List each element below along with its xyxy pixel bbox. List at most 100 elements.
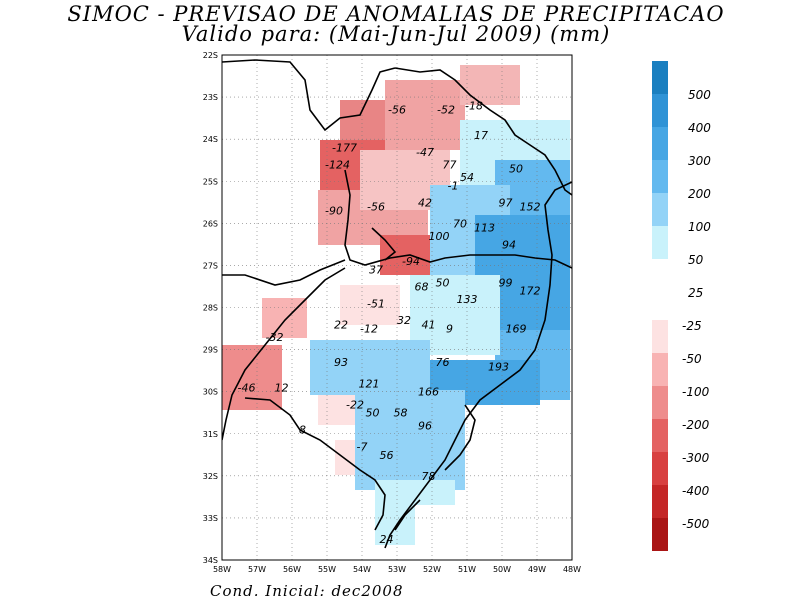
map-title: SIMOC - PREVISAO DE ANOMALIAS DE PRECIPI…	[67, 2, 725, 26]
colorbar-negative: -25 -50 -100 -200 -300 -400 -500	[652, 319, 710, 551]
colorbar-swatch	[652, 386, 668, 419]
border-line	[222, 59, 396, 132]
colorbar-label: 400	[688, 121, 711, 135]
anomaly-value-label: -124	[325, 158, 350, 171]
lat-label: 22S	[203, 51, 218, 60]
lat-label: 23S	[203, 93, 218, 102]
anomaly-value-label: 133	[457, 293, 478, 306]
anomaly-value-label: 12	[275, 381, 289, 394]
anomaly-value-label: 58	[394, 407, 408, 420]
lon-label: 58W	[213, 565, 231, 574]
colorbar-label: 300	[688, 154, 711, 168]
colorbar-label: 25	[688, 286, 703, 300]
lon-label: 55W	[318, 565, 336, 574]
anomaly-value-label: 17	[474, 129, 488, 142]
anomaly-value-label: -46	[238, 381, 256, 394]
colorbar-label: -500	[682, 517, 710, 531]
lat-label: 30S	[203, 388, 218, 397]
colorbar-swatch	[652, 226, 668, 259]
lon-label: 56W	[283, 565, 301, 574]
lon-label: 48W	[563, 565, 581, 574]
anomaly-value-label: 68	[415, 280, 429, 293]
state-border-sp	[394, 67, 572, 196]
lon-label: 57W	[248, 565, 266, 574]
anomaly-value-label: 94	[502, 238, 516, 251]
coastline	[384, 181, 572, 549]
lat-label: 29S	[203, 346, 218, 355]
anomaly-value-label: 42	[418, 196, 432, 209]
colorbar-swatch	[652, 127, 668, 160]
neg-patch	[460, 65, 520, 105]
lon-label: 51W	[458, 565, 476, 574]
border-line	[222, 259, 346, 286]
lat-label: 31S	[203, 430, 218, 439]
anomaly-value-label: -22	[346, 398, 364, 411]
lat-label: 25S	[203, 177, 218, 186]
anomaly-value-label: 100	[429, 230, 450, 243]
anomaly-value-label: -56	[388, 104, 406, 117]
colorbar-positive: 500 400 300 200 100 50 25	[652, 61, 711, 300]
pos-patch	[375, 500, 415, 545]
pos-patch	[355, 390, 465, 490]
colorbar-swatch	[652, 518, 668, 551]
anomaly-value-label: -52	[437, 104, 455, 117]
anomaly-value-label: 32	[397, 314, 411, 327]
anomaly-value-label: 96	[418, 419, 432, 432]
anomaly-value-label: 54	[460, 171, 474, 184]
colorbar-label: 100	[688, 220, 711, 234]
anomaly-value-label: 172	[520, 285, 541, 298]
colorbar-swatch	[652, 320, 668, 353]
anomaly-value-label: 41	[422, 318, 436, 331]
map-frame	[221, 54, 573, 561]
colorbar-label: 50	[688, 253, 704, 267]
anomaly-value-label: 22	[334, 318, 348, 331]
boundaries	[222, 59, 572, 549]
lagoa-dos-patos	[444, 404, 476, 471]
anomaly-value-label: 93	[334, 356, 348, 369]
colorbar-swatch	[652, 61, 668, 94]
lon-label: 50W	[493, 565, 511, 574]
anomaly-value-label: -18	[465, 100, 483, 113]
colorbar-swatch	[652, 193, 668, 226]
anomaly-value-label: 152	[520, 201, 541, 214]
colorbar-swatch	[652, 419, 668, 452]
anomaly-value-label: 8	[299, 424, 306, 437]
anomaly-value-label: 76	[436, 356, 450, 369]
lat-label: 26S	[203, 219, 218, 228]
anomaly-value-label: 37	[369, 264, 383, 277]
anomaly-value-label: 121	[359, 377, 380, 390]
colorbar-swatch	[652, 485, 668, 518]
anomaly-value-label: 50	[509, 163, 523, 176]
anomaly-field	[222, 65, 570, 545]
anomaly-value-label: 97	[499, 196, 513, 209]
state-border-pr-sc	[344, 169, 572, 269]
lon-label: 54W	[353, 565, 371, 574]
anomaly-value-label: 166	[418, 386, 439, 399]
anomaly-value-label: -32	[266, 331, 284, 344]
colorbar-label: 200	[688, 187, 711, 201]
colorbar-label: -25	[682, 319, 702, 333]
anomaly-value-label: -47	[416, 146, 434, 159]
anomaly-value-label: -12	[360, 323, 378, 336]
anomaly-value-label: -1	[448, 179, 459, 192]
border-uruguay	[244, 397, 386, 531]
colorbar-swatch	[652, 94, 668, 127]
anomaly-value-label: 113	[474, 222, 495, 235]
anomaly-value-label: 77	[443, 158, 457, 171]
anomaly-value-label: 50	[436, 276, 450, 289]
pos-patch	[310, 340, 430, 395]
anomaly-value-label: 56	[380, 449, 394, 462]
anomaly-value-label: -177	[332, 142, 357, 155]
anomaly-value-label: 169	[506, 323, 527, 336]
colorbar-label: -200	[682, 418, 710, 432]
anomaly-value-label: -94	[402, 255, 420, 268]
border-uruguay-river	[222, 267, 346, 441]
colorbar-label: -100	[682, 385, 710, 399]
neg-patch	[318, 395, 358, 425]
anomaly-value-label: 99	[499, 276, 513, 289]
anomaly-value-label: 78	[422, 470, 436, 483]
lat-label: 24S	[203, 135, 218, 144]
anomaly-value-label: 193	[488, 360, 509, 373]
lat-label: 32S	[203, 472, 218, 481]
